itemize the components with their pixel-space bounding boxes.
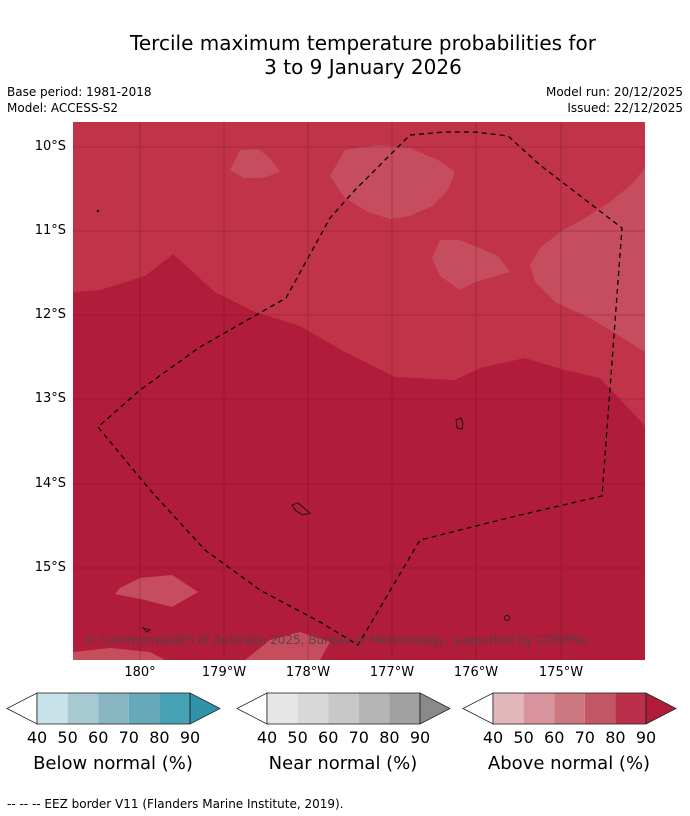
lon-label-179w: 179°W (201, 665, 247, 680)
below-tick-50: 50 (57, 728, 78, 747)
issued-date: Issued: 22/12/2025 (567, 101, 683, 115)
colorbar-near-cell-3 (328, 693, 359, 724)
below-tick-70: 70 (118, 728, 139, 747)
prob-patch-c (432, 240, 510, 290)
colorbar-below-cell-4 (128, 693, 160, 724)
lat-label-14s: 14°S (34, 476, 66, 491)
island-e (96, 209, 100, 213)
below-tick-40: 40 (26, 728, 48, 747)
colorbar-near-cell-6 (419, 692, 451, 725)
island-c (504, 615, 510, 621)
island-a (455, 417, 464, 430)
lat-label-13s: 13°S (34, 391, 66, 406)
below-tick-90: 90 (179, 728, 201, 747)
below-tick-80: 80 (149, 728, 170, 747)
colorbar-near-title: Near normal (%) (268, 753, 418, 774)
colorbar-below-cell-1 (37, 693, 68, 724)
colorbar-above-cell-4 (584, 693, 616, 724)
colorbar-above-cell-5 (615, 693, 646, 724)
above-tick-80: 80 (605, 728, 626, 747)
prob-patch-a (230, 149, 280, 178)
meta-left: Base period: 1981-2018 Model: ACCESS-S2 (7, 84, 152, 116)
colorbar-near (236, 692, 451, 725)
near-tick-70: 70 (348, 728, 369, 747)
colorbar-below-title: Below normal (%) (33, 753, 193, 774)
colorbar-above-cell-1 (493, 693, 524, 724)
colorbar-above-title: Above normal (%) (487, 753, 651, 774)
prob-patch-g (245, 632, 330, 660)
lon-label-177w: 177°W (369, 665, 415, 680)
colorbar-below-cell-6 (189, 692, 221, 725)
lon-label-176w: 176°W (453, 665, 499, 680)
above-tick-70: 70 (574, 728, 595, 747)
colorbar-above-cell-2 (523, 693, 555, 724)
eez-border (97, 131, 623, 646)
base-period: Base period: 1981-2018 (7, 85, 152, 99)
colorbar-below-cell-2 (67, 693, 99, 724)
title-line-1: Tercile maximum temperature probabilitie… (130, 31, 596, 55)
model-name: Model: ACCESS-S2 (7, 101, 119, 115)
island-d (141, 627, 152, 633)
colorbar-near-cell-4 (358, 693, 390, 724)
lat-label-10s: 10°S (34, 139, 66, 154)
eez-footnote: -- -- -- EEZ border V11 (Flanders Marine… (7, 797, 344, 811)
lon-label-175w: 175°W (538, 665, 584, 680)
below-tick-60: 60 (88, 728, 109, 747)
meta-right: Model run: 20/12/2025 Issued: 22/12/2025 (546, 84, 683, 116)
colorbar-below (6, 692, 221, 725)
prob-patch-e (115, 575, 198, 607)
model-run: Model run: 20/12/2025 (545, 85, 683, 99)
above-tick-60: 60 (544, 728, 565, 747)
prob-patch-b (330, 145, 455, 219)
colorbar-below-cell-0 (6, 692, 38, 725)
map-area[interactable] (73, 122, 645, 660)
copyright-notice: © Commonwealth of Australia 2025, Bureau… (84, 633, 590, 647)
island-b (291, 502, 311, 516)
colorbar-near-cell-1 (267, 693, 298, 724)
islands (96, 209, 510, 633)
above-tick-40: 40 (482, 728, 504, 747)
above-tick-50: 50 (513, 728, 534, 747)
colorbar-below-cell-3 (98, 693, 129, 724)
prob-region-above-80-90 (73, 254, 645, 660)
above-tick-90: 90 (635, 728, 657, 747)
colorbar-above-cell-6 (645, 692, 677, 725)
colorbar-near-cell-0 (236, 692, 268, 725)
lon-label-180: 180° (124, 665, 156, 680)
colorbar-above (462, 692, 677, 725)
gridlines (73, 122, 645, 660)
near-tick-60: 60 (318, 728, 339, 747)
prob-patch-d (530, 168, 645, 352)
near-tick-80: 80 (379, 728, 400, 747)
lat-label-15s: 15°S (34, 560, 66, 575)
near-tick-40: 40 (256, 728, 278, 747)
lat-label-11s: 11°S (34, 223, 66, 238)
lat-label-12s: 12°S (34, 307, 66, 322)
colorbar-above-cell-0 (462, 692, 494, 725)
near-tick-50: 50 (287, 728, 308, 747)
colorbar-near-cell-5 (389, 693, 420, 724)
prob-patch-f (73, 648, 165, 660)
colorbar-below-cell-5 (159, 693, 190, 724)
colorbar-above-cell-3 (554, 693, 585, 724)
lon-label-178w: 178°W (285, 665, 331, 680)
near-tick-90: 90 (409, 728, 431, 747)
chart-title: Tercile maximum temperature probabilitie… (0, 31, 690, 79)
title-line-2: 3 to 9 January 2026 (264, 55, 462, 79)
colorbar-near-cell-2 (297, 693, 329, 724)
